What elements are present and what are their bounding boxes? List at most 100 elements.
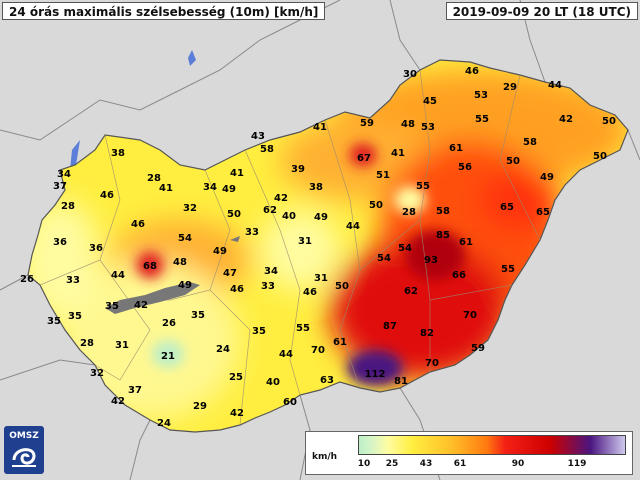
station-value: 53 [421,122,435,133]
station-value: 67 [357,153,371,164]
station-value: 54 [178,233,192,244]
station-value: 55 [475,114,489,125]
station-value: 42 [111,396,125,407]
station-value: 50 [335,281,349,292]
lake-balaton-icon [105,282,200,314]
station-value: 44 [346,221,360,232]
station-value: 35 [252,326,266,337]
station-value: 81 [394,376,408,387]
legend-tick: 90 [511,459,525,469]
station-value: 61 [333,337,347,348]
omsz-logo-icon: OMSZ [4,426,44,474]
station-value: 112 [365,369,386,380]
station-value: 35 [105,301,119,312]
station-value: 44 [111,270,125,281]
station-value: 41 [159,183,173,194]
station-value: 49 [213,246,227,257]
station-labels: 30 46 44 53 29 45 42 50 41 59 48 53 55 43 58 38 58 67 41 61… [20,66,616,429]
station-value: 28 [147,173,161,184]
station-value: 46 [303,287,317,298]
station-value: 40 [282,211,296,222]
station-value: 55 [296,323,310,334]
station-value: 59 [471,343,485,354]
station-value: 58 [260,144,274,155]
station-value: 50 [369,200,383,211]
station-value: 46 [131,219,145,230]
station-value: 85 [436,230,450,241]
logo-text: OMSZ [9,431,39,441]
station-value: 66 [452,270,466,281]
legend-tick: 43 [419,459,433,469]
station-value: 56 [458,162,472,173]
map-title: 24 órás maximális szélsebesség (10m) [km… [2,2,326,20]
map-timestamp: 2019-09-09 20 LT (18 UTC) [445,2,638,20]
station-value: 44 [279,349,293,360]
station-value: 32 [183,203,197,214]
station-value: 62 [263,205,277,216]
station-value: 42 [230,408,244,419]
station-value: 31 [314,273,328,284]
lake-velence-icon [230,236,240,242]
station-value: 33 [66,275,80,286]
station-value: 44 [548,80,562,91]
legend-color-bar [358,435,626,455]
station-value: 37 [53,181,67,192]
station-value: 60 [283,397,297,408]
station-value: 63 [320,375,334,386]
legend: km/h 10 25 43 61 90 119 [305,431,633,475]
station-value: 55 [501,264,515,275]
station-value: 70 [463,310,477,321]
station-value: 21 [161,351,175,362]
station-value: 54 [398,243,412,254]
station-value: 53 [474,90,488,101]
legend-tick: 61 [453,459,467,469]
lake-north-icon [188,50,196,66]
station-value: 26 [20,274,34,285]
station-value: 39 [291,164,305,175]
station-value: 36 [53,237,67,248]
station-value: 46 [100,190,114,201]
station-value: 68 [143,261,157,272]
legend-tick: 119 [567,459,587,469]
lake-west-icon [70,140,80,170]
station-value: 58 [436,206,450,217]
station-value: 65 [500,202,514,213]
station-value: 50 [593,151,607,162]
station-value: 49 [178,280,192,291]
station-value: 43 [251,131,265,142]
legend-unit: km/h [312,452,338,462]
station-value: 50 [506,156,520,167]
station-value: 42 [274,193,288,204]
station-value: 70 [311,345,325,356]
station-value: 31 [115,340,129,351]
station-value: 46 [465,66,479,77]
station-value: 30 [403,69,417,80]
station-value: 36 [89,243,103,254]
station-value: 24 [157,418,171,429]
station-value: 47 [223,268,237,279]
station-value: 33 [245,227,259,238]
station-value: 46 [230,284,244,295]
station-value: 50 [227,209,241,220]
station-value: 65 [536,207,550,218]
station-value: 49 [540,172,554,183]
station-value: 61 [449,143,463,154]
station-value: 25 [229,372,243,383]
station-value: 51 [376,170,390,181]
station-value: 48 [173,257,187,268]
station-value: 35 [191,310,205,321]
station-value: 28 [61,201,75,212]
station-value: 38 [111,148,125,159]
station-value: 24 [216,344,230,355]
legend-tick: 10 [357,459,371,469]
station-value: 34 [57,169,71,180]
station-value: 87 [383,321,397,332]
station-value: 58 [523,137,537,148]
station-value: 93 [424,255,438,266]
station-value: 62 [404,286,418,297]
station-value: 48 [401,119,415,130]
station-value: 40 [266,377,280,388]
station-value: 42 [134,300,148,311]
